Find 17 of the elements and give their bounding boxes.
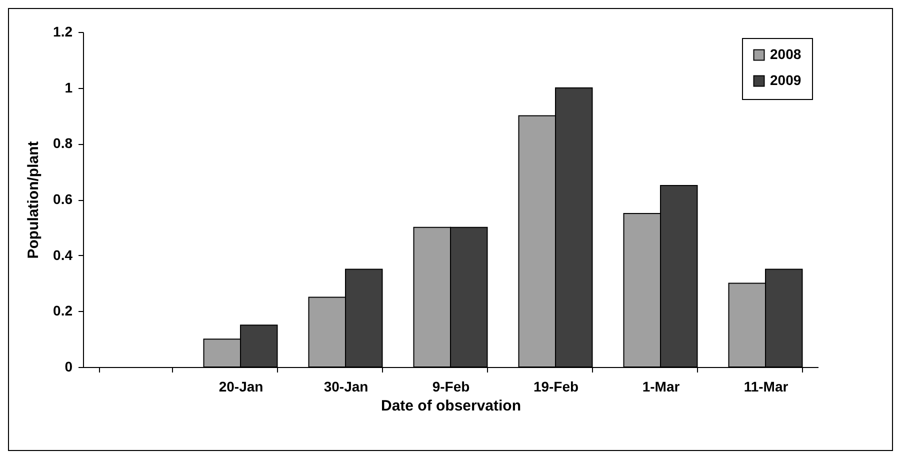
y-tick-label: 1.2 bbox=[53, 24, 73, 40]
x-tick-label: 30-Jan bbox=[324, 378, 368, 394]
legend-label: 2009 bbox=[770, 72, 802, 88]
y-tick-label: 0.8 bbox=[53, 135, 73, 152]
y-axis-title: Population/plant bbox=[25, 141, 42, 259]
y-tick-label: 0 bbox=[64, 358, 73, 374]
x-axis-title: Date of observation bbox=[380, 398, 522, 414]
x-tick-label: 20-Jan bbox=[218, 378, 264, 394]
y-tick-label: 0.2 bbox=[53, 302, 73, 319]
x-tick-label: 19-Feb bbox=[533, 378, 579, 394]
x-tick-label: 1-Mar bbox=[642, 378, 680, 394]
legend-label: 2008 bbox=[770, 46, 802, 62]
y-tick-label: 1 bbox=[64, 79, 73, 96]
y-tick-label: 0.6 bbox=[53, 191, 73, 207]
y-tick-label: 0.4 bbox=[53, 246, 73, 263]
x-tick-label: 11-Mar bbox=[744, 378, 789, 394]
x-tick-label: 9-Feb bbox=[432, 378, 470, 394]
